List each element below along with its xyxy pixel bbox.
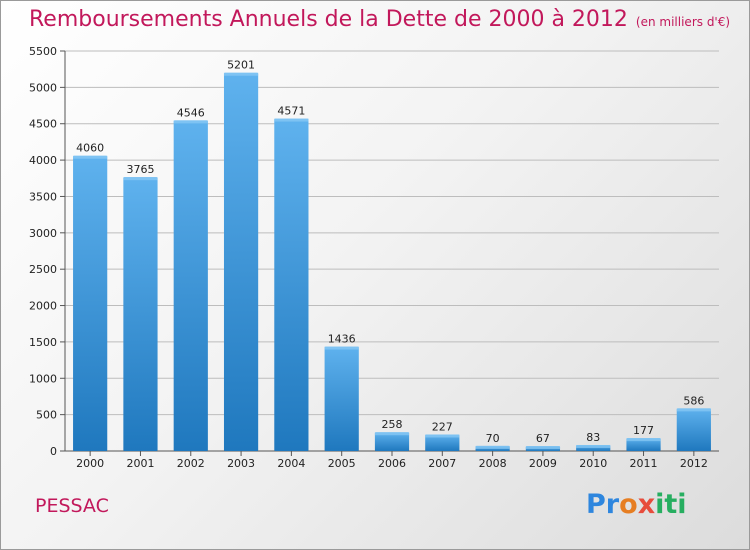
x-tick-label: 2005 (328, 457, 356, 470)
value-label-2000: 4060 (76, 142, 104, 155)
bar-2012 (676, 408, 711, 451)
value-label-2010: 83 (586, 431, 600, 444)
bar-highlight (324, 346, 359, 350)
bar-highlight (425, 434, 460, 438)
x-tick-label: 2002 (177, 457, 205, 470)
value-label-2011: 177 (633, 424, 654, 437)
bar-2002 (173, 120, 208, 451)
bar-highlight (173, 120, 208, 124)
bar-highlight (223, 72, 259, 76)
logo-letter: x (637, 489, 656, 520)
title-text: Remboursements Annuels de la Dette de 20… (29, 7, 628, 32)
proxiti-logo: Proxiti (586, 489, 687, 520)
value-label-2001: 3765 (126, 163, 154, 176)
bar-highlight (676, 408, 711, 412)
x-tick-label: 2010 (579, 457, 607, 470)
bar-highlight (626, 438, 661, 442)
chart-title: Remboursements Annuels de la Dette de 20… (29, 7, 730, 32)
logo-letter: o (619, 489, 638, 520)
x-tick-label: 2000 (76, 457, 104, 470)
value-label-2003: 5201 (227, 59, 255, 72)
unit-text: (en milliers d'€) (635, 15, 731, 29)
bar-2005 (324, 346, 359, 451)
x-tick-label: 2004 (277, 457, 305, 470)
bar-2011 (626, 438, 661, 451)
x-tick-label: 2003 (227, 457, 255, 470)
x-tick-label: 2009 (529, 457, 557, 470)
bar-2001 (123, 177, 158, 451)
y-tick-label: 5500 (29, 45, 57, 58)
y-tick-label: 1500 (29, 336, 57, 349)
value-label-2008: 70 (486, 432, 500, 445)
logo-letter: i (655, 489, 665, 520)
x-tick-label: 2006 (378, 457, 406, 470)
commune-name: PESSAC (35, 495, 109, 517)
bar-highlight (374, 432, 410, 436)
logo-letter: r (605, 489, 620, 520)
bar-2006 (374, 432, 410, 451)
bar-highlight (274, 118, 309, 122)
y-tick-label: 5000 (29, 81, 57, 94)
x-tick-label: 2011 (630, 457, 658, 470)
y-tick-label: 3500 (29, 190, 57, 203)
bar-highlight (525, 446, 561, 450)
x-tick-label: 2008 (479, 457, 507, 470)
x-tick-label: 2012 (680, 457, 708, 470)
value-label-2005: 1436 (328, 333, 356, 346)
bar-highlight (475, 445, 510, 449)
bar-2003 (223, 72, 259, 451)
x-tick-label: 2007 (428, 457, 456, 470)
bar-2000 (73, 155, 108, 451)
y-tick-label: 0 (50, 445, 57, 458)
y-tick-label: 4000 (29, 154, 57, 167)
logo-letter: i (677, 489, 687, 520)
value-label-2006: 258 (382, 418, 403, 431)
x-tick-label: 2001 (126, 457, 154, 470)
value-label-2004: 4571 (277, 105, 305, 118)
bar-highlight (123, 177, 158, 181)
value-label-2007: 227 (432, 420, 453, 433)
y-tick-label: 4500 (29, 118, 57, 131)
bars (73, 72, 711, 452)
y-tick-label: 1000 (29, 372, 57, 385)
logo-letter: P (586, 489, 606, 520)
y-tick-label: 500 (36, 409, 57, 422)
bar-highlight (73, 155, 108, 159)
axes: 0 500 1000 1500 2000 2500 3000 3500 4000 4500 5000… (29, 45, 719, 470)
value-label-2002: 4546 (177, 106, 205, 119)
y-tick-label: 3000 (29, 227, 57, 240)
bar-2007 (425, 434, 460, 451)
grid-lines (65, 50, 719, 452)
value-label-2009: 67 (536, 432, 550, 445)
value-labels: 4060 3765 4546 5201 4571 1436 258 227 70 67 83 177 5… (76, 59, 704, 445)
y-tick-label: 2500 (29, 263, 57, 276)
logo-letter: t (664, 489, 678, 520)
y-tick-label: 2000 (29, 300, 57, 313)
bar-highlight (576, 444, 611, 448)
value-label-2012: 586 (683, 394, 704, 407)
bar-2004 (274, 118, 309, 452)
